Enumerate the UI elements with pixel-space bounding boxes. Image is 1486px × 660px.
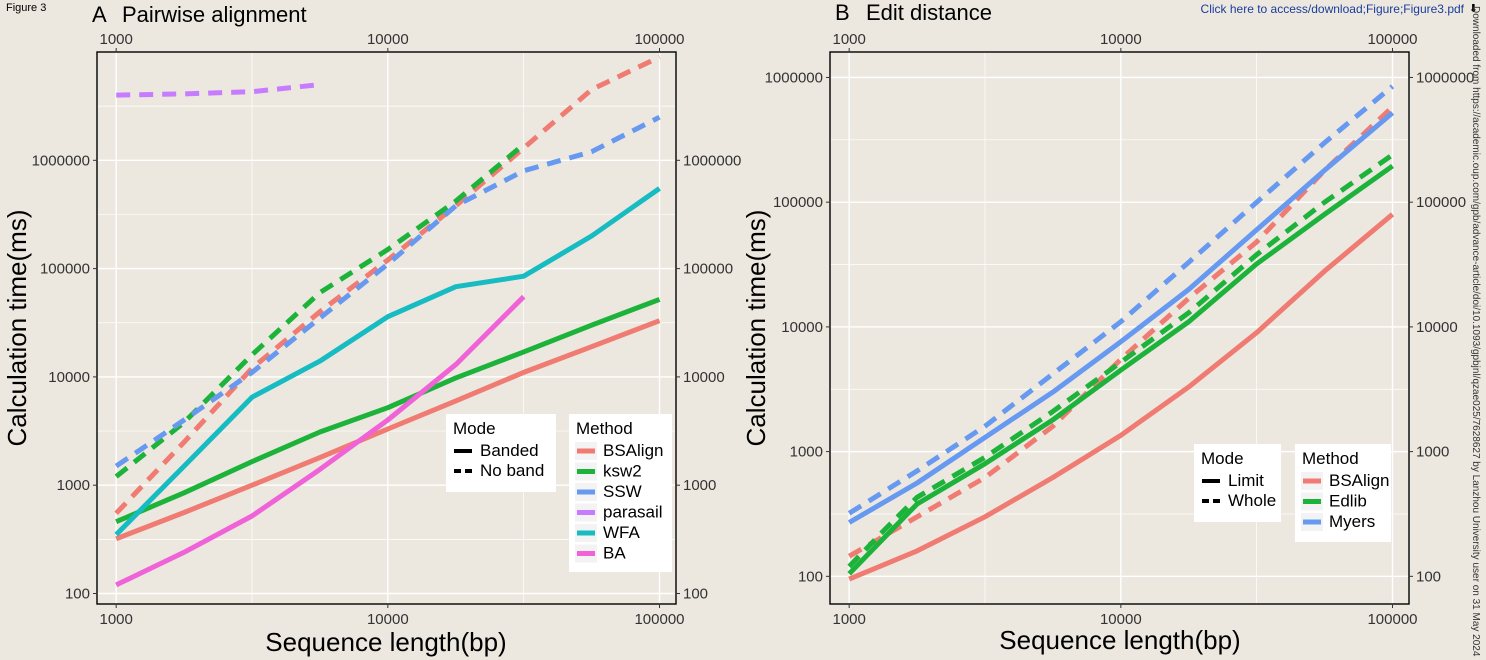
chart-title: Pairwise alignment [122,2,307,27]
y-tick-label-right: 100 [683,586,708,603]
legend-method-entry: BSAlign [1329,471,1389,490]
y-tick-label: 100000 [40,261,90,278]
y-tick-label: 100 [65,586,90,603]
y-tick-label-right: 10000 [683,369,725,386]
y-tick-label: 1000 [790,444,823,461]
series-line-ksw2-no-band [114,142,526,479]
legend-method-entry: BA [603,544,626,563]
download-note: Downloaded from https://academic.oup.com… [1470,6,1481,657]
x-tick-label-top: 100000 [634,31,684,48]
y-tick-label: 10000 [781,319,823,336]
y-axis-label: Calculation time(ms) [2,210,32,447]
x-tick-label: 1000 [832,611,865,628]
panel-letter: B [835,0,850,25]
x-tick-label-top: 100000 [1367,31,1417,48]
legend-method-title: Method [1302,449,1359,468]
legend-method-title: Method [576,419,633,438]
x-tick-label: 1000 [99,611,132,628]
legend-method-entry: Myers [1329,512,1375,531]
download-link[interactable]: Click here to access/download;Figure;Fig… [1200,2,1464,16]
series-line-parasail-no-band [116,82,321,98]
y-tick-label: 1000000 [32,152,90,169]
series-line-myers-whole [847,84,1395,516]
legend-method-entry: ksw2 [603,462,642,481]
x-tick-label: 10000 [367,611,409,628]
y-tick-label-right: 100000 [1416,194,1466,211]
series-line-myers-limit [847,110,1395,525]
download-icon[interactable]: ⬇ [1468,3,1478,15]
x-axis-label: Sequence length(bp) [265,627,506,657]
x-tick-label-top: 10000 [367,31,409,48]
y-tick-label: 100 [798,568,823,585]
legend-method-entry: parasail [603,503,663,522]
plot-border [829,51,1410,605]
y-tick-label: 1000 [57,477,90,494]
y-tick-label-right: 1000000 [683,152,741,169]
legend-mode-entry: No band [480,461,544,480]
y-tick-label-right: 100000 [683,261,733,278]
y-tick-label-right: 10000 [1416,319,1458,336]
y-tick-label-right: 1000 [683,477,716,494]
series-line-ksw2-banded [115,297,661,525]
series-line-bsalign-whole [847,105,1395,559]
series-line-ba-banded [115,294,526,588]
legend-method-entry: SSW [603,482,642,501]
y-tick-label: 10000 [48,369,90,386]
chart-title: Edit distance [866,0,992,25]
series-line-edlib-limit [847,163,1394,576]
legend-mode-entry: Limit [1228,471,1264,490]
y-tick-label-right: 1000 [1416,444,1449,461]
x-axis-label: Sequence length(bp) [999,625,1240,655]
x-tick-label-top: 1000 [99,31,132,48]
y-tick-label-right: 1000000 [1416,69,1474,86]
x-tick-label: 100000 [634,611,684,628]
legend-method-entry: Edlib [1329,492,1367,511]
legend-mode-entry: Whole [1228,491,1276,510]
legend-mode-title: Mode [453,419,496,438]
y-tick-label: 1000000 [765,69,823,86]
legend-method-entry: BSAlign [603,441,663,460]
series-line-edlib-whole [847,152,1394,569]
x-tick-label: 100000 [1367,611,1417,628]
plot-border [96,51,677,605]
series-line-wfa-banded [114,186,661,537]
legend-method-entry: WFA [603,523,640,542]
legend-mode-entry: Banded [480,441,539,460]
y-tick-label: 100000 [773,194,823,211]
figure-label: Figure 3 [6,2,47,14]
x-tick-label: 10000 [1100,611,1142,628]
y-tick-label-right: 100 [1416,568,1441,585]
series-line-bsalign-no-band [114,54,661,516]
x-tick-label-top: 10000 [1100,31,1142,48]
x-tick-label-top: 1000 [832,31,865,48]
series-line-bsalign-banded [115,318,661,542]
panel-letter: A [92,2,107,27]
y-axis-label: Calculation time(ms) [741,210,771,447]
series-line-bsalign-limit [848,212,1395,582]
legend-mode-title: Mode [1201,449,1244,468]
